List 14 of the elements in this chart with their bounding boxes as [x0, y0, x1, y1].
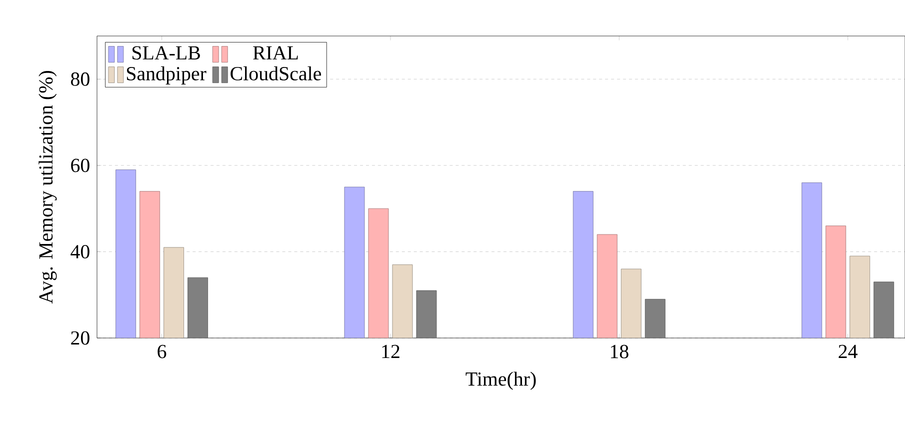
y-tick-label: 80: [71, 72, 90, 86]
legend-label: CloudScale: [230, 66, 321, 80]
x-axis-title: Time(hr): [466, 372, 536, 390]
x-tick-label: 24: [838, 344, 858, 358]
y-tick-label: 40: [70, 244, 90, 258]
y-tick-label: 60: [71, 158, 90, 172]
legend-label: RIAL: [253, 46, 298, 60]
legend-label: Sandpiper: [126, 66, 206, 84]
x-tick-label: 12: [382, 344, 400, 358]
y-tick-label: 20: [71, 331, 90, 345]
legend-label: SLA-LB: [132, 46, 200, 60]
x-tick-label: 18: [610, 344, 628, 358]
y-axis-title: Avg. Memory utilization (%): [38, 70, 57, 304]
x-tick-label: 6: [158, 344, 166, 358]
